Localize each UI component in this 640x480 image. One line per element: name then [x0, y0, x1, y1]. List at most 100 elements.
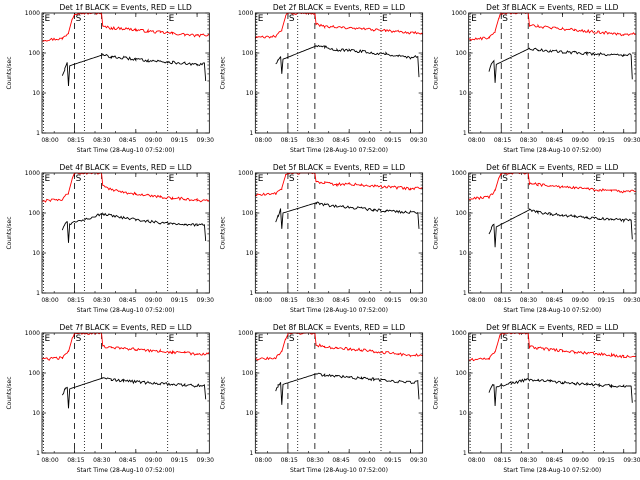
x-axis-label: Start Time (28-Aug-10 07:52:00) — [290, 147, 388, 154]
x-tick-label: 08:30 — [306, 457, 323, 464]
region-marker-label: E — [44, 174, 50, 184]
x-axis-label: Start Time (28-Aug-10 07:52:00) — [503, 147, 601, 154]
x-tick-label: 08:00 — [255, 297, 272, 304]
x-tick-label: 08:30 — [520, 457, 537, 464]
region-marker-label: E — [169, 174, 175, 184]
region-marker-label: S — [502, 334, 508, 344]
x-tick-label: 09:00 — [358, 137, 375, 144]
y-tick-label: 100 — [455, 210, 467, 217]
x-tick-label: 08:30 — [93, 137, 110, 144]
region-marker-label: E — [595, 174, 601, 184]
y-axis-label: Counts/sec — [6, 376, 13, 409]
panel-9: Det 9f BLACK = Events, RED = LLD Counts/s… — [433, 323, 640, 474]
region-marker-label: E — [169, 334, 175, 344]
chart-title: Det 2f BLACK = Events, RED = LLD — [273, 3, 406, 12]
y-tick-label: 1000 — [25, 10, 40, 17]
chart-title: Det 7f BLACK = Events, RED = LLD — [60, 323, 193, 332]
lld-series-line — [41, 332, 210, 361]
x-tick-label: 09:00 — [358, 297, 375, 304]
events-series-line — [488, 47, 633, 83]
x-tick-label: 08:00 — [468, 457, 485, 464]
region-marker-label: E — [258, 14, 264, 24]
lld-series-line — [255, 172, 423, 197]
x-tick-label: 08:45 — [546, 137, 563, 144]
y-tick-label: 100 — [242, 50, 254, 57]
x-axis-label: Start Time (28-Aug-10 07:52:00) — [77, 147, 175, 154]
region-marker-label: E — [382, 14, 388, 24]
x-tick-label: 08:15 — [494, 137, 511, 144]
x-tick-label: 08:45 — [546, 457, 563, 464]
x-tick-label: 09:30 — [410, 137, 427, 144]
region-marker-label: S — [289, 174, 295, 184]
x-tick-label: 08:45 — [119, 457, 136, 464]
region-marker-label: E — [169, 14, 175, 24]
events-series-line — [488, 208, 633, 248]
y-axis-label: Counts/sec — [6, 216, 13, 249]
x-tick-label: 08:30 — [306, 297, 323, 304]
plot-frame — [254, 172, 424, 294]
plot-frame — [468, 332, 637, 454]
y-tick-label: 1000 — [25, 170, 40, 177]
y-axis-label: Counts/sec — [433, 376, 440, 409]
y-tick-label: 1000 — [451, 10, 466, 17]
region-marker-label: E — [471, 334, 477, 344]
x-tick-label: 09:15 — [171, 457, 188, 464]
x-tick-label: 08:00 — [41, 297, 58, 304]
x-tick-label: 09:30 — [197, 457, 214, 464]
y-tick-label: 100 — [242, 370, 254, 377]
lld-series-line — [41, 12, 210, 42]
x-tick-label: 09:15 — [384, 457, 401, 464]
y-tick-label: 1 — [463, 130, 467, 137]
region-marker-label: E — [44, 14, 50, 24]
region-marker-label: E — [382, 174, 388, 184]
chart-title: Det 4f BLACK = Events, RED = LLD — [60, 163, 193, 172]
events-series-line — [488, 378, 633, 407]
y-axis-label: Counts/sec — [433, 216, 440, 249]
x-axis-label: Start Time (28-Aug-10 07:52:00) — [503, 467, 601, 474]
y-axis-label: Counts/sec — [6, 56, 13, 89]
y-axis-label: Counts/sec — [219, 56, 226, 89]
x-tick-label: 08:15 — [67, 297, 84, 304]
y-tick-label: 1000 — [25, 330, 40, 337]
x-tick-label: 09:30 — [197, 297, 214, 304]
region-marker-label: E — [258, 174, 264, 184]
x-tick-label: 09:15 — [597, 137, 614, 144]
plot-frame — [41, 332, 210, 454]
plot-frame — [41, 172, 210, 294]
chart-title: Det 8f BLACK = Events, RED = LLD — [273, 323, 406, 332]
x-tick-label: 08:00 — [41, 137, 58, 144]
y-tick-label: 100 — [29, 370, 41, 377]
x-axis-label: Start Time (28-Aug-10 07:52:00) — [77, 307, 175, 314]
lld-series-line — [468, 172, 637, 201]
x-tick-label: 08:15 — [281, 137, 298, 144]
x-tick-label: 09:30 — [197, 137, 214, 144]
x-tick-label: 08:45 — [119, 137, 136, 144]
region-marker-label: S — [502, 14, 508, 24]
region-marker-label: E — [471, 174, 477, 184]
region-marker-label: E — [258, 334, 264, 344]
x-tick-label: 09:15 — [597, 457, 614, 464]
plot-frame — [254, 332, 424, 454]
y-axis-label: Counts/sec — [219, 376, 226, 409]
chart-title: Det 3f BLACK = Events, RED = LLD — [486, 3, 619, 12]
x-tick-label: 08:45 — [332, 137, 349, 144]
panel-4: Det 4f BLACK = Events, RED = LLD Counts/s… — [6, 163, 214, 314]
region-marker-label: S — [76, 14, 82, 24]
y-tick-label: 1 — [36, 130, 40, 137]
events-series-line — [275, 44, 420, 78]
panel-6: Det 6f BLACK = Events, RED = LLD Counts/s… — [433, 163, 640, 314]
region-marker-label: S — [502, 174, 508, 184]
y-tick-label: 1 — [463, 450, 467, 457]
x-axis-label: Start Time (28-Aug-10 07:52:00) — [503, 307, 601, 314]
y-tick-label: 1000 — [451, 330, 466, 337]
events-series-line — [61, 52, 207, 87]
x-tick-label: 09:00 — [572, 137, 589, 144]
x-tick-label: 08:15 — [494, 297, 511, 304]
x-tick-label: 08:45 — [332, 457, 349, 464]
y-tick-label: 1000 — [238, 330, 253, 337]
chart-title: Det 5f BLACK = Events, RED = LLD — [273, 163, 406, 172]
x-tick-label: 08:30 — [306, 137, 323, 144]
x-tick-label: 08:30 — [93, 297, 110, 304]
panel-8: Det 8f BLACK = Events, RED = LLD Counts/s… — [219, 323, 427, 474]
